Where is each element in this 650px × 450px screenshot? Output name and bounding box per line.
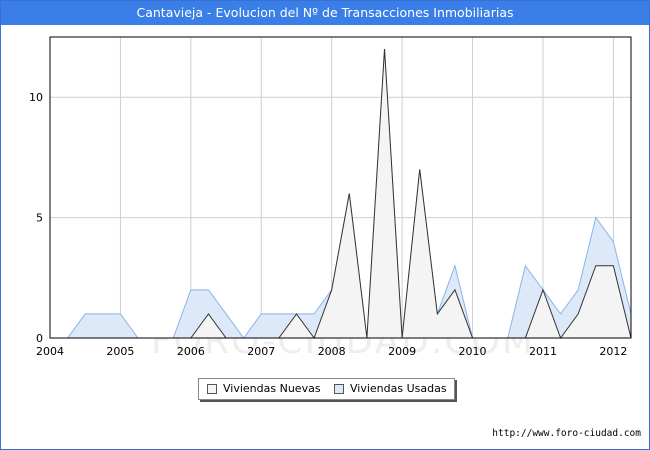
y-tick-label: 0 [36,332,43,345]
x-tick-label: 2008 [318,345,346,358]
y-tick-label: 10 [29,91,43,104]
x-tick-label: 2005 [106,345,134,358]
legend: Viviendas Nuevas Viviendas Usadas [198,378,455,400]
x-tick-label: 2009 [388,345,416,358]
legend-swatch-usadas [334,384,344,394]
x-tick-label: 2004 [36,345,64,358]
x-tick-label: 2007 [247,345,275,358]
legend-label-nuevas: Viviendas Nuevas [223,382,321,395]
x-tick-label: 2011 [529,345,557,358]
area-nuevas [67,49,631,338]
chart-title: Cantavieja - Evolucion del Nº de Transac… [1,1,649,25]
legend-swatch-nuevas [207,384,217,394]
plot-border [49,36,632,339]
x-tick-label: 2012 [599,345,627,358]
x-tick-label: 2006 [177,345,205,358]
x-tick-label: 2010 [459,345,487,358]
source-url: http://www.foro-ciudad.com [492,428,641,439]
legend-label-usadas: Viviendas Usadas [350,382,447,395]
y-tick-label: 5 [36,212,43,225]
